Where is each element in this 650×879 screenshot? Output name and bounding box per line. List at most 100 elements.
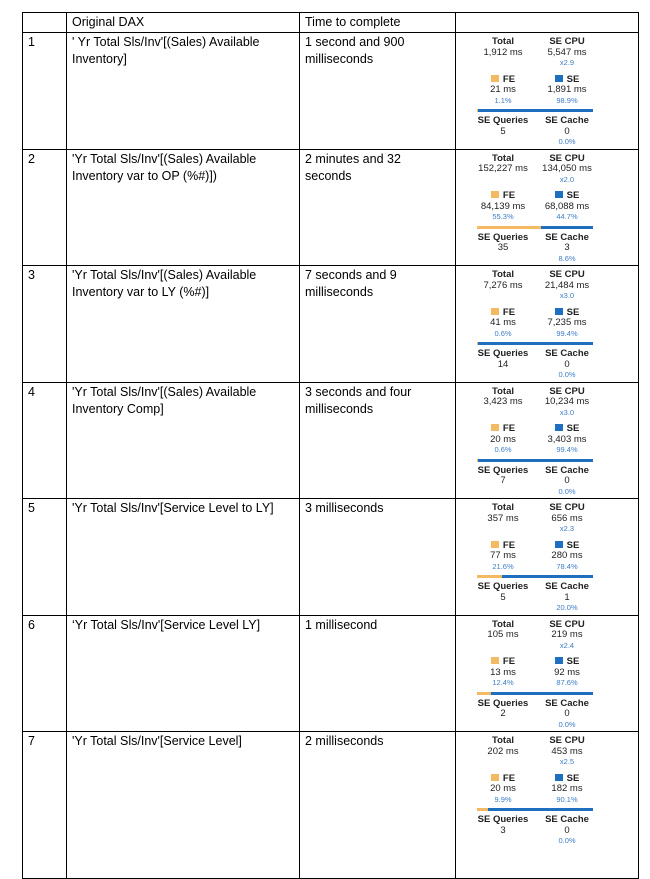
total-value: 105 ms bbox=[487, 629, 519, 640]
fe-legend-icon bbox=[490, 424, 499, 431]
se-cache-label: SE Cache bbox=[545, 581, 589, 592]
se-queries-stat: SE Queries 35 bbox=[471, 231, 535, 265]
se-legend-icon bbox=[554, 191, 563, 198]
se-cpu-ratio: x2.4 bbox=[559, 640, 575, 650]
fe-label: FE bbox=[502, 423, 516, 434]
fe-se-bar bbox=[477, 342, 593, 345]
se-queries-stat: SE Queries 7 bbox=[471, 464, 535, 498]
se-bar-fill bbox=[478, 109, 593, 112]
se-cpu-stat: SE CPU 21,484 ms x3.0 bbox=[535, 269, 599, 302]
se-label: SE bbox=[566, 190, 580, 201]
total-label: Total bbox=[492, 618, 514, 630]
total-stat: Total 152,227 ms bbox=[471, 153, 535, 186]
fe-value: 20 ms bbox=[490, 433, 516, 445]
se-queries-label: SE Queries bbox=[477, 231, 529, 243]
fe-value: 20 ms bbox=[490, 783, 516, 794]
total-label: Total bbox=[492, 385, 514, 397]
total-label: Total bbox=[492, 269, 514, 280]
dax-expression: 'Yr Total Sls/Inv'[(Sales) Available Inv… bbox=[66, 265, 300, 383]
se-queries-label: SE Queries bbox=[477, 697, 529, 709]
table-row: 1 ' Yr Total Sls/Inv'[(Sales) Available … bbox=[22, 32, 639, 150]
se-cpu-ratio: x2.9 bbox=[559, 58, 575, 67]
se-queries-label: SE Queries bbox=[477, 348, 529, 359]
se-cpu-ratio: x2.5 bbox=[559, 757, 575, 766]
fe-legend-icon bbox=[490, 307, 499, 315]
row-number: 2 bbox=[22, 148, 67, 266]
se-stat: SE 92 ms 87.6% bbox=[535, 656, 599, 689]
se-cpu-ratio: x3.0 bbox=[559, 291, 575, 300]
fe-bar-fill bbox=[477, 458, 478, 462]
se-cache-value: 0 bbox=[564, 125, 570, 137]
se-label: SE bbox=[566, 423, 580, 434]
se-legend-icon bbox=[554, 540, 563, 548]
server-timings-panel: Total 105 ms SE CPU 219 ms x2.4 FE 13 ms 12.4… bbox=[471, 618, 599, 731]
se-cache-label: SE Cache bbox=[545, 115, 589, 126]
se-cpu-value: 453 ms bbox=[551, 745, 583, 757]
fe-legend-icon bbox=[490, 540, 499, 548]
se-queries-stat: SE Queries 2 bbox=[471, 697, 535, 731]
se-cache-stat: SE Cache 0 0.0% bbox=[535, 348, 599, 381]
se-cache-stat: SE Cache 0 0.0% bbox=[535, 465, 599, 498]
server-timings-cell: Total 1,912 ms SE CPU 5,547 ms x2.9 FE 21 ms… bbox=[455, 32, 639, 150]
se-label: SE bbox=[566, 306, 580, 318]
se-cpu-value: 5,547 ms bbox=[547, 46, 587, 58]
fe-label: FE bbox=[502, 656, 516, 667]
header-num bbox=[22, 12, 67, 33]
se-cache-stat: SE Cache 0 0.0% bbox=[535, 697, 599, 731]
total-value: 1,912 ms bbox=[483, 46, 523, 58]
table-row: 2 'Yr Total Sls/Inv'[(Sales) Available I… bbox=[22, 148, 639, 266]
fe-value: 21 ms bbox=[490, 84, 516, 95]
fe-value: 77 ms bbox=[490, 550, 516, 561]
se-cpu-label: SE CPU bbox=[549, 36, 585, 47]
time-to-complete: 7 seconds and 9 milliseconds bbox=[299, 265, 456, 383]
total-label: Total bbox=[492, 502, 514, 513]
se-bar-fill bbox=[502, 575, 593, 578]
se-stat: SE 280 ms 78.4% bbox=[535, 540, 599, 573]
fe-pct: 0.6% bbox=[494, 328, 512, 338]
fe-label: FE bbox=[502, 73, 516, 85]
server-timings-cell: Total 357 ms SE CPU 656 ms x2.3 FE 77 ms 21.6… bbox=[455, 498, 639, 616]
se-value: 68,088 ms bbox=[544, 200, 590, 212]
se-cache-value: 0 bbox=[564, 824, 570, 836]
fe-bar-fill bbox=[477, 575, 503, 578]
se-cache-value: 1 bbox=[564, 591, 570, 603]
dax-expression: 'Yr Total Sls/Inv'[(Sales) Available Inv… bbox=[66, 148, 300, 266]
se-queries-stat: SE Queries 3 bbox=[471, 814, 535, 847]
se-cpu-value: 656 ms bbox=[551, 512, 583, 524]
se-queries-label: SE Queries bbox=[477, 464, 529, 476]
se-pct: 99.4% bbox=[556, 328, 578, 338]
total-stat: Total 357 ms bbox=[471, 502, 535, 535]
server-timings-cell: Total 152,227 ms SE CPU 134,050 ms x2.0 FE 8… bbox=[455, 148, 639, 266]
server-timings-cell: Total 7,276 ms SE CPU 21,484 ms x3.0 FE 41 m… bbox=[455, 265, 639, 383]
total-value: 152,227 ms bbox=[478, 163, 528, 174]
time-to-complete: 3 milliseconds bbox=[299, 498, 456, 616]
total-stat: Total 1,912 ms bbox=[471, 36, 535, 69]
row-number: 3 bbox=[22, 265, 67, 383]
fe-pct: 12.4% bbox=[492, 678, 514, 687]
fe-stat: FE 84,139 ms 55.3% bbox=[471, 190, 535, 223]
fe-bar-fill bbox=[477, 109, 479, 112]
se-cache-label: SE Cache bbox=[545, 697, 589, 709]
se-cache-label: SE Cache bbox=[545, 231, 589, 243]
time-to-complete: 1 second and 900 milliseconds bbox=[299, 32, 456, 150]
se-value: 7,235 ms bbox=[547, 317, 587, 328]
fe-label: FE bbox=[502, 539, 516, 551]
se-cache-value: 0 bbox=[564, 475, 570, 486]
time-to-complete: 1 millisecond bbox=[299, 614, 456, 732]
total-value: 202 ms bbox=[487, 745, 519, 757]
se-legend-icon bbox=[554, 657, 563, 664]
se-queries-value: 3 bbox=[500, 824, 506, 836]
se-queries-value: 2 bbox=[500, 708, 506, 719]
se-cpu-value: 21,484 ms bbox=[544, 279, 590, 291]
dax-expression: 'Yr Total Sls/Inv'[Service Level to LY] bbox=[66, 498, 300, 616]
fe-bar-fill bbox=[477, 342, 478, 345]
fe-label: FE bbox=[502, 306, 516, 318]
se-queries-value: 14 bbox=[497, 358, 509, 370]
se-cpu-ratio: x2.3 bbox=[559, 524, 575, 533]
se-cache-value: 0 bbox=[564, 358, 570, 370]
table-row: 7 'Yr Total Sls/Inv'[Service Level] 2 mi… bbox=[22, 731, 639, 879]
total-stat: Total 105 ms bbox=[471, 618, 535, 652]
fe-legend-icon bbox=[490, 657, 499, 664]
fe-stat: FE 21 ms 1.1% bbox=[471, 73, 535, 107]
fe-se-bar bbox=[477, 691, 593, 695]
